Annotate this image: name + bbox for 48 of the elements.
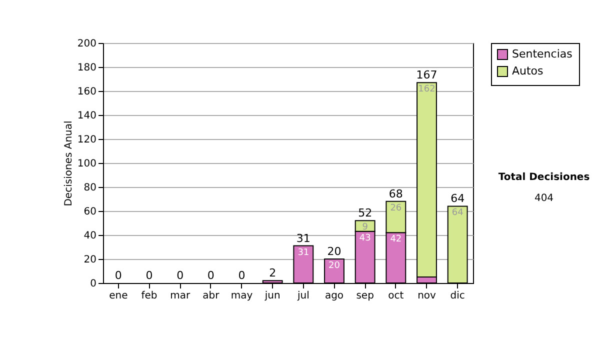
- data-label: 26: [390, 203, 402, 214]
- data-label: 162: [418, 84, 436, 95]
- total-label: 0: [114, 269, 122, 282]
- y-tick-label: 140: [77, 110, 96, 122]
- legend-label: Sentencias: [512, 48, 573, 60]
- x-tick-label: jul: [296, 290, 310, 302]
- total-label: 2: [269, 266, 276, 280]
- y-tick-label: 0: [90, 278, 96, 290]
- total-label: 167: [416, 68, 438, 82]
- data-label: 31: [298, 248, 310, 258]
- x-tick-label: mar: [170, 290, 191, 302]
- y-tick-label: 200: [77, 38, 96, 50]
- x-tick-label: feb: [141, 290, 158, 302]
- data-label: 64: [452, 208, 464, 218]
- text: 404: [533, 193, 555, 204]
- y-tick-label: 20: [84, 254, 96, 266]
- y-tick-label: 180: [77, 62, 96, 74]
- text: Total Decisiones: [497, 172, 591, 183]
- y-tick-label: 60: [84, 206, 96, 218]
- total-label: 0: [238, 269, 246, 282]
- y-tick-label: 80: [84, 182, 96, 194]
- data-label: 20: [328, 261, 340, 271]
- data-label: 43: [359, 233, 371, 244]
- x-tick-label: jun: [264, 290, 280, 302]
- total-label: 0: [176, 269, 184, 282]
- data-label: 42: [390, 234, 402, 245]
- total-label: 68: [388, 187, 403, 200]
- y-tick-label: 100: [77, 158, 96, 170]
- total-label: 31: [296, 232, 310, 245]
- total-label: 0: [146, 269, 153, 282]
- x-tick-label: abr: [202, 290, 220, 302]
- y-tick-label: 120: [77, 134, 96, 146]
- data-label: 9: [362, 222, 368, 233]
- total-label: 0: [207, 269, 214, 282]
- x-tick-label: oct: [388, 290, 404, 302]
- total-label: 52: [358, 206, 372, 220]
- y-tick-label: 40: [84, 230, 96, 242]
- total-label: 64: [450, 192, 465, 206]
- x-tick-label: may: [230, 290, 253, 302]
- x-tick-label: sep: [356, 290, 374, 302]
- x-tick-label: ene: [109, 290, 128, 302]
- x-tick-label: dic: [450, 290, 465, 302]
- total-label: 20: [327, 245, 342, 258]
- legend-label: Autos: [512, 64, 544, 78]
- x-tick-label: nov: [418, 290, 436, 302]
- y-axis-title: Decisiones Anual: [63, 120, 74, 206]
- y-tick-label: 160: [77, 86, 96, 98]
- x-tick-label: ago: [324, 290, 344, 302]
